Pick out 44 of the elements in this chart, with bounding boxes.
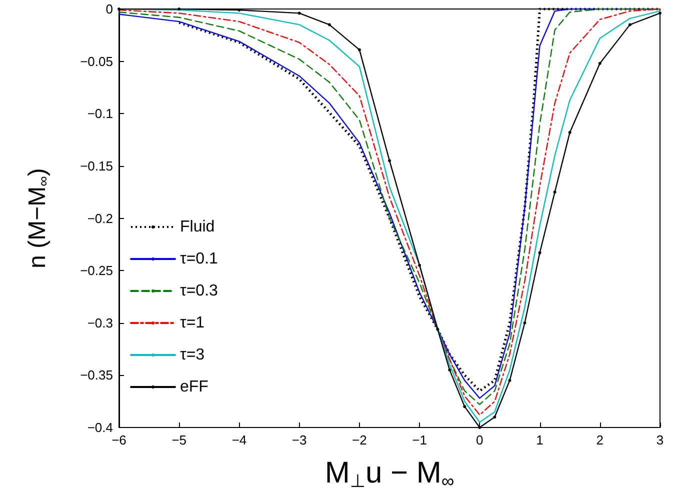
y-tick-label: −0.15 [80,158,113,174]
point [598,62,602,65]
point [448,368,452,372]
point [508,378,512,382]
point [418,264,422,267]
x-axis-title: M⊥u − M∞ [324,456,454,491]
x-tick-label: −1 [412,432,427,448]
point [538,251,542,254]
y-tick-label: 0 [106,2,113,16]
point [493,416,496,419]
y-tick-label: −0.25 [80,263,113,278]
point [463,405,466,408]
point [628,23,632,26]
point [523,321,526,324]
x-tick-label: −4 [232,432,247,448]
point [436,328,440,331]
y-tick-label: −0.2 [87,210,113,226]
y-axis-title: n (M−M∞) [24,168,52,268]
point [358,48,361,52]
x-tick-label: 0 [476,432,484,448]
y-tick-label: −0.05 [80,54,113,69]
point [658,12,662,15]
point [328,23,331,26]
legend-label: eFF [180,378,209,396]
point [553,190,556,194]
point [298,12,301,15]
x-tick-label: 3 [656,432,664,448]
legend-label: τ=0.3 [180,282,218,300]
y-tick-label: −0.3 [87,315,113,330]
legend-label: τ=3 [180,346,205,364]
point [568,130,572,134]
x-tick-label: −2 [352,432,367,448]
y-tick-label: −0.4 [87,420,113,435]
x-tick-label: −6 [112,432,126,448]
legend-label: Fluid [180,218,215,236]
point [388,159,391,162]
x-tick-label: 2 [596,432,604,448]
y-tick-label: −0.1 [87,106,113,122]
x-tick-label: −5 [172,432,187,448]
x-tick-label: 1 [536,432,544,448]
legend-label: τ=1 [180,314,205,332]
x-tick-label: −3 [292,432,307,448]
y-tick-label: −0.35 [80,368,113,383]
legend-label: τ=0.1 [180,250,218,268]
